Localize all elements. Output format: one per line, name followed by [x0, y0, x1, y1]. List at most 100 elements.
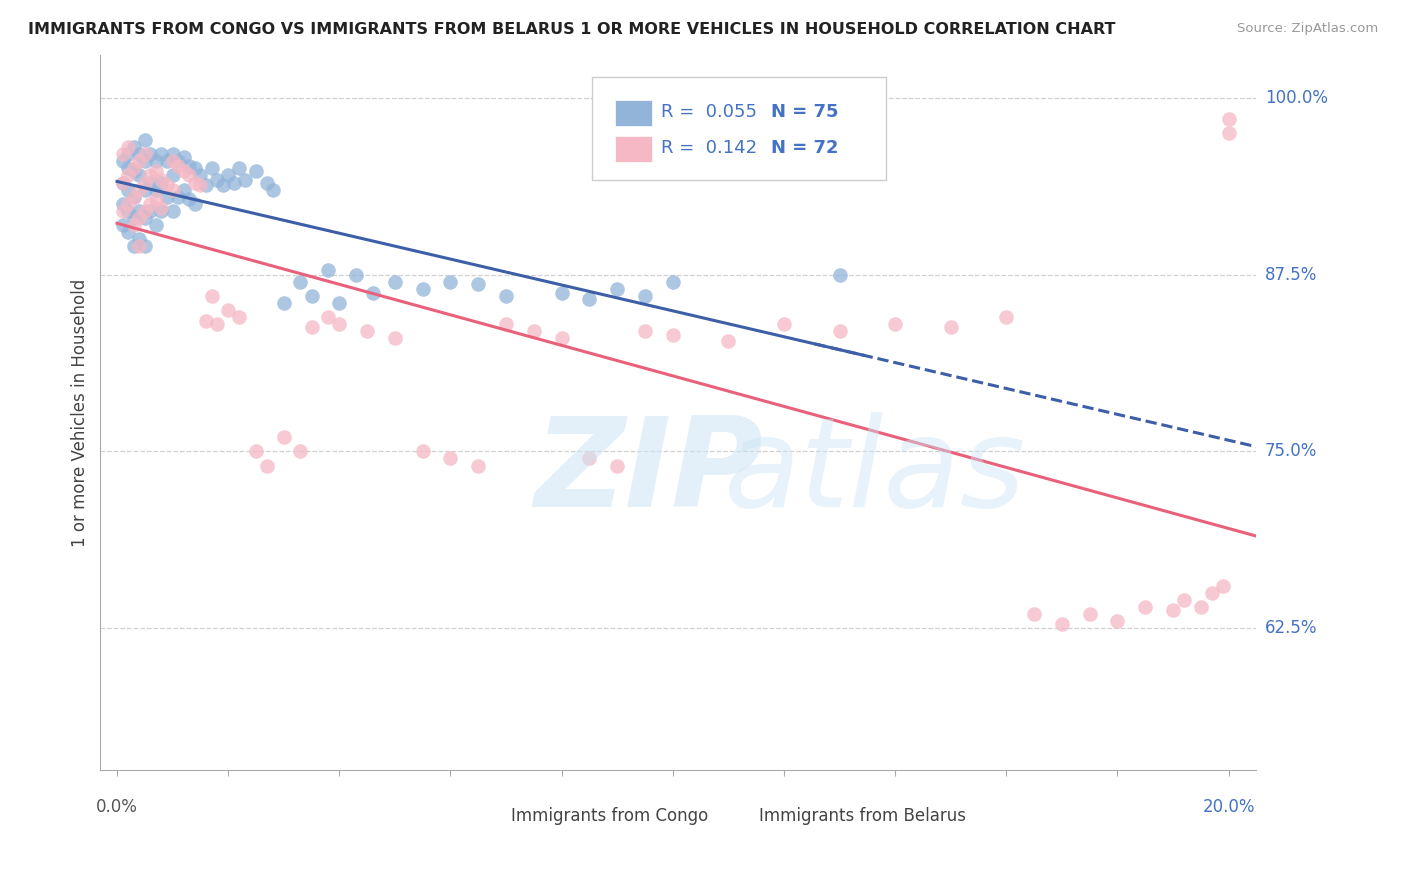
Point	[128, 147, 150, 161]
Point	[150, 172, 173, 186]
Point	[134, 147, 156, 161]
Point	[205, 172, 228, 186]
Point	[117, 161, 139, 176]
Text: N = 75: N = 75	[770, 103, 838, 121]
Point	[139, 203, 162, 218]
Point	[578, 292, 600, 306]
Point	[412, 444, 434, 458]
Text: 87.5%: 87.5%	[1265, 266, 1317, 284]
Point	[550, 285, 572, 300]
Point	[179, 159, 201, 173]
Point	[262, 183, 284, 197]
Point	[384, 331, 406, 345]
Text: 100.0%: 100.0%	[1265, 88, 1327, 107]
Point	[145, 154, 167, 169]
Point	[1135, 600, 1157, 615]
Point	[150, 203, 173, 218]
Point	[245, 444, 267, 458]
Point	[316, 263, 339, 277]
Point	[467, 277, 489, 292]
Point	[134, 176, 156, 190]
Point	[145, 183, 167, 197]
Point	[128, 154, 150, 169]
Point	[128, 169, 150, 183]
Point	[412, 282, 434, 296]
Point	[156, 154, 179, 169]
Point	[228, 161, 250, 176]
Point	[122, 164, 145, 178]
Point	[184, 161, 207, 176]
Point	[173, 150, 195, 164]
Text: 0.0%: 0.0%	[96, 797, 138, 815]
Point	[134, 211, 156, 225]
Point	[344, 268, 367, 282]
Point	[200, 289, 222, 303]
Point	[828, 324, 851, 338]
Point	[128, 211, 150, 225]
Point	[194, 314, 217, 328]
Point	[773, 317, 796, 331]
Point	[173, 164, 195, 178]
Point	[111, 196, 134, 211]
Point	[162, 203, 184, 218]
Point	[156, 189, 179, 203]
Point	[117, 225, 139, 239]
Point	[228, 310, 250, 324]
Point	[995, 310, 1018, 324]
Point	[467, 458, 489, 473]
Point	[190, 169, 212, 183]
Point	[245, 164, 267, 178]
Point	[134, 203, 156, 218]
Point	[167, 154, 190, 169]
Point	[273, 295, 295, 310]
Point	[150, 176, 173, 190]
Point	[134, 183, 156, 197]
Point	[606, 282, 628, 296]
Point	[128, 203, 150, 218]
FancyBboxPatch shape	[592, 77, 886, 180]
Point	[139, 176, 162, 190]
Point	[122, 218, 145, 232]
Text: Immigrants from Congo: Immigrants from Congo	[510, 807, 709, 825]
Point	[273, 430, 295, 444]
Point	[111, 176, 134, 190]
Point	[145, 218, 167, 232]
Point	[111, 218, 134, 232]
Point	[222, 176, 245, 190]
Point	[523, 324, 546, 338]
Point	[156, 178, 179, 193]
FancyBboxPatch shape	[728, 805, 754, 829]
Point	[939, 319, 962, 334]
Point	[495, 289, 517, 303]
Point	[111, 203, 134, 218]
Point	[1022, 607, 1045, 622]
Point	[256, 458, 278, 473]
Point	[662, 275, 685, 289]
Point	[301, 319, 323, 334]
Point	[217, 302, 239, 317]
Point	[190, 178, 212, 193]
FancyBboxPatch shape	[614, 136, 652, 161]
Point	[139, 196, 162, 211]
Point	[128, 183, 150, 197]
Point	[139, 147, 162, 161]
Point	[1201, 586, 1223, 600]
Point	[122, 189, 145, 203]
Point	[211, 178, 233, 193]
Point	[1173, 593, 1195, 607]
Point	[316, 310, 339, 324]
Point	[495, 317, 517, 331]
Point	[828, 268, 851, 282]
Point	[328, 317, 350, 331]
Point	[134, 154, 156, 169]
Point	[122, 239, 145, 253]
Point	[290, 444, 312, 458]
Point	[162, 154, 184, 169]
Point	[128, 239, 150, 253]
Point	[150, 201, 173, 215]
Text: Immigrants from Belarus: Immigrants from Belarus	[759, 807, 966, 825]
Text: 75.0%: 75.0%	[1265, 442, 1317, 460]
Point	[578, 451, 600, 466]
Point	[179, 169, 201, 183]
Point	[122, 211, 145, 225]
